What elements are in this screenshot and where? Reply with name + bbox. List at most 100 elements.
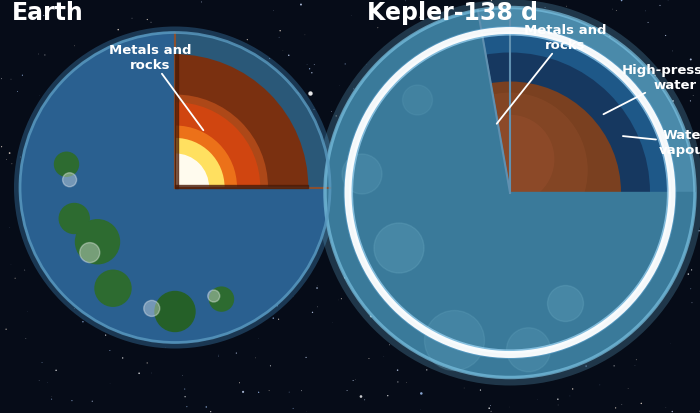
Point [33,52,44,58]
Point [352,260,363,266]
Point [264,56,275,63]
Point [561,4,572,10]
Point [297,191,308,198]
Point [196,85,207,91]
Point [288,293,299,300]
Text: High-pressure
water: High-pressure water [603,64,700,115]
Point [214,351,225,358]
Point [110,54,121,61]
Point [241,37,253,44]
Point [14,178,25,185]
Point [685,286,696,292]
Point [484,405,495,411]
Point [187,166,198,172]
Point [141,17,153,24]
Point [366,311,377,317]
Point [223,114,234,121]
Circle shape [466,116,554,204]
Point [363,355,374,362]
Point [594,382,606,388]
Point [421,204,432,211]
Point [359,396,370,403]
Circle shape [399,82,621,304]
Point [534,188,545,195]
Point [181,404,193,410]
Circle shape [95,271,131,306]
Point [6,261,17,268]
Point [300,33,311,39]
Text: Water
vapour: Water vapour [623,129,700,157]
Point [492,197,503,204]
Point [253,389,264,396]
Point [491,240,502,246]
Point [343,132,354,138]
Point [546,187,557,193]
Point [309,62,320,69]
Point [486,408,497,413]
Point [526,309,537,315]
Point [114,269,125,275]
Point [199,317,210,324]
Point [474,188,485,195]
Point [456,180,468,186]
Point [351,276,363,283]
Point [340,202,351,209]
Point [567,193,578,200]
Point [245,88,256,95]
Point [694,408,700,413]
Point [263,387,274,394]
Text: Metals and
rocks: Metals and rocks [108,44,204,131]
Point [166,70,177,77]
Wedge shape [20,33,330,343]
Point [138,128,149,134]
Point [576,145,587,152]
Point [551,227,562,233]
Point [183,271,195,278]
Point [551,215,562,221]
Point [64,190,76,197]
Point [267,315,279,322]
Point [100,228,111,234]
Point [654,3,666,9]
Point [544,81,555,88]
Point [85,159,97,165]
Point [92,287,103,294]
Point [532,156,543,162]
Point [340,275,351,281]
Point [640,9,651,15]
Point [302,62,313,69]
Point [74,120,85,126]
Point [491,169,503,176]
Point [158,81,169,88]
Point [388,323,399,330]
Circle shape [141,154,209,222]
Circle shape [14,27,336,349]
Point [415,406,426,413]
Point [6,161,18,168]
Point [307,309,318,316]
Point [216,200,227,207]
Point [141,168,152,175]
Point [66,183,78,189]
Point [334,83,345,89]
Point [355,151,366,158]
Point [372,294,383,301]
Point [626,53,637,60]
Point [410,260,421,267]
Point [300,354,312,361]
Point [20,174,32,180]
Point [570,232,581,239]
Point [421,367,433,373]
Point [50,150,62,157]
Point [576,345,587,351]
Point [503,358,514,364]
Point [580,363,592,370]
Point [103,261,114,267]
Point [69,43,80,50]
Point [88,207,99,214]
Circle shape [402,86,433,116]
Point [69,306,80,312]
Point [161,96,172,103]
Point [197,82,209,88]
Point [631,356,642,363]
